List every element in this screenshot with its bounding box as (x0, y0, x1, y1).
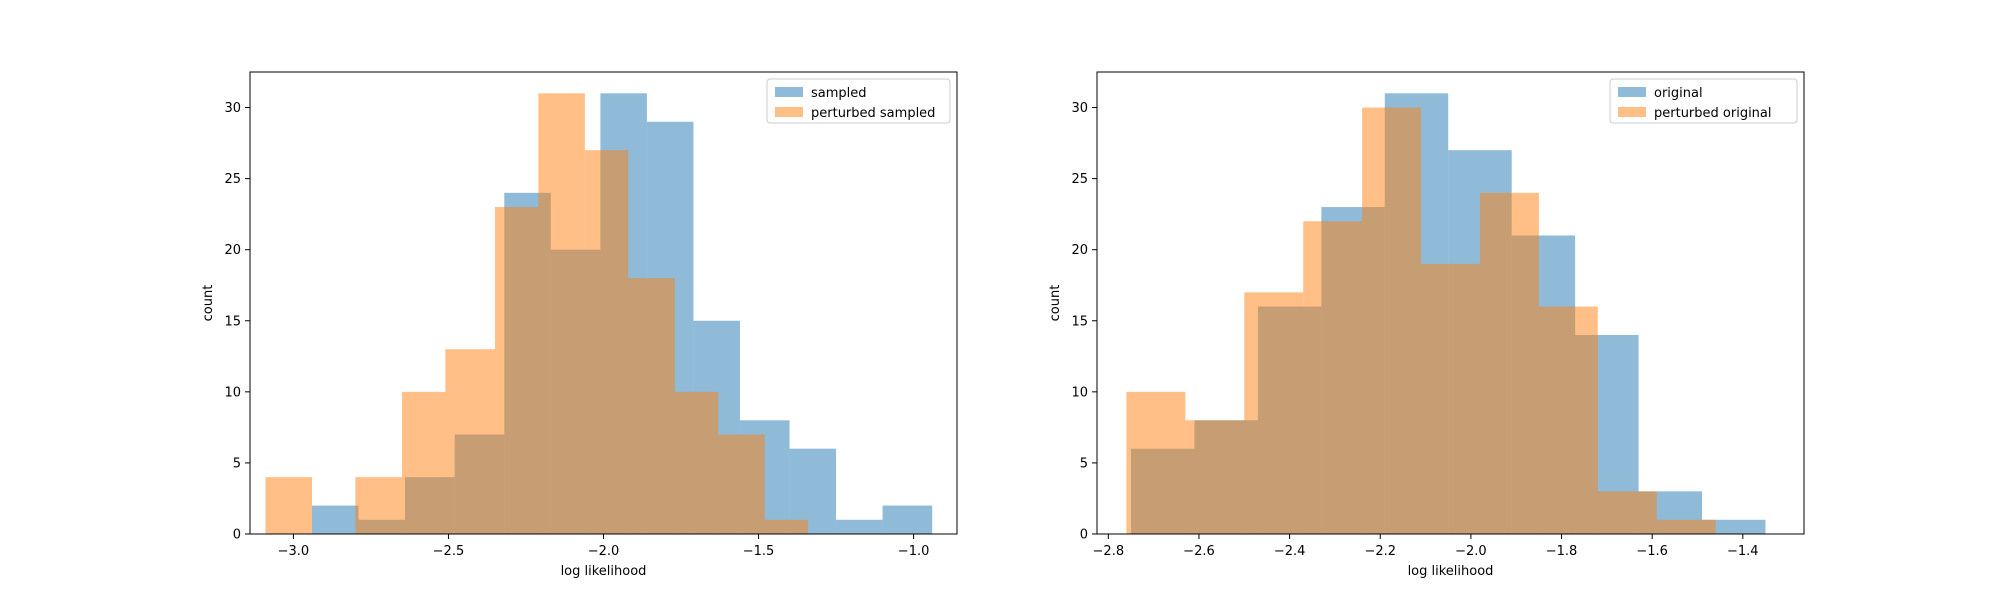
histogram-bar (1362, 107, 1422, 534)
x-axis-label: log likelihood (561, 564, 647, 579)
y-tick-label: 5 (1080, 456, 1088, 471)
histogram-bar (882, 505, 933, 534)
histogram-bar (265, 477, 313, 534)
y-tick-label: 15 (224, 314, 241, 329)
histogram-bar (764, 519, 809, 534)
x-axis-label: log likelihood (1408, 564, 1494, 579)
histogram-bar (836, 519, 883, 534)
y-tick-label: 10 (1071, 385, 1088, 400)
x-tick-label: −2.6 (1183, 544, 1215, 559)
y-tick-label: 0 (233, 528, 241, 543)
y-axis-label: count (201, 285, 216, 322)
histogram-bar (1244, 292, 1304, 534)
y-tick-label: 25 (224, 172, 241, 187)
y-tick-label: 10 (224, 385, 241, 400)
histogram-bar (1421, 263, 1480, 534)
histogram-bar (1479, 192, 1539, 534)
x-tick-label: −1.0 (898, 544, 930, 559)
legend-swatch (1618, 87, 1646, 97)
y-tick-label: 15 (1071, 314, 1088, 329)
histogram-bar (1597, 491, 1657, 534)
y-tick-label: 0 (1080, 528, 1088, 543)
legend-swatch (1618, 107, 1646, 117)
y-axis-label: count (1048, 285, 1063, 322)
x-tick-label: −1.4 (1727, 544, 1759, 559)
x-tick-label: −2.0 (1455, 544, 1487, 559)
histogram-bar (674, 391, 719, 534)
histogram-bar (1538, 306, 1598, 534)
right-histogram-panel: −2.8 −2.6 −2.4 −2.2 −2.0 −1.8 −1.6 −1.4 0 5 10 15 20… (1048, 71, 1805, 579)
axes-frame (1096, 71, 1805, 535)
histogram-bar (1303, 221, 1363, 534)
legend-label: perturbed sampled (811, 106, 935, 121)
x-tick-label: −1.6 (1636, 544, 1668, 559)
y-tick-label: 5 (233, 456, 241, 471)
x-tick-label: −3.0 (278, 544, 310, 559)
histogram-bar (445, 349, 495, 534)
legend-label: sampled (811, 86, 867, 101)
legend: original perturbed original (1609, 78, 1798, 124)
x-tick-label: −1.5 (743, 544, 775, 559)
y-tick-label: 30 (224, 101, 241, 116)
histogram-series-orange (265, 93, 809, 535)
y-tick-label: 20 (1071, 243, 1088, 258)
legend-swatch (775, 87, 803, 97)
x-tick-label: −1.8 (1546, 544, 1578, 559)
y-tick-label: 30 (1071, 101, 1088, 116)
histogram-bar (628, 278, 675, 534)
histogram-series-orange (1126, 107, 1716, 534)
y-tick-label: 20 (224, 243, 241, 258)
histogram-bar (1656, 519, 1716, 534)
legend-box (1609, 78, 1798, 124)
legend-box (766, 78, 951, 124)
left-histogram-panel: −3.0 −2.5 −2.0 −1.5 −1.0 0 5 10 15 20 25 30 log like… (201, 71, 958, 579)
y-tick-label: 25 (1071, 172, 1088, 187)
legend: sampled perturbed sampled (766, 78, 951, 124)
histogram-bar (355, 477, 402, 534)
x-tick-label: −2.5 (433, 544, 465, 559)
x-tick-label: −2.4 (1274, 544, 1306, 559)
histogram-bar (584, 150, 629, 534)
histogram-bar (494, 207, 539, 535)
histogram-bar (1126, 391, 1186, 534)
legend-swatch (775, 107, 803, 117)
histogram-bar (401, 391, 446, 534)
histogram-bar (718, 434, 765, 534)
x-tick-label: −2.2 (1364, 544, 1396, 559)
x-tick-label: −2.0 (588, 544, 620, 559)
histogram-bar (312, 505, 359, 534)
histogram-bar (538, 93, 585, 534)
legend-label: original (1654, 86, 1703, 101)
x-tick-label: −2.8 (1093, 544, 1125, 559)
histogram-bar (1185, 420, 1245, 534)
histogram-bar (1702, 519, 1766, 534)
legend-label: perturbed original (1654, 106, 1772, 121)
